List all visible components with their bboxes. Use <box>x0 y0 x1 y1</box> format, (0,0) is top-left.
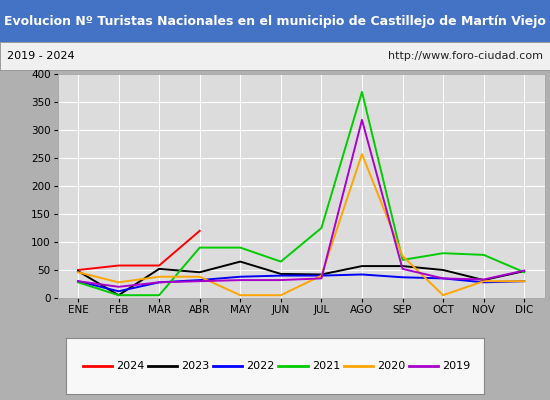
Text: 2019: 2019 <box>442 361 470 371</box>
Text: 2022: 2022 <box>246 361 275 371</box>
Text: 2021: 2021 <box>312 361 340 371</box>
Text: http://www.foro-ciudad.com: http://www.foro-ciudad.com <box>388 51 543 61</box>
Text: 2023: 2023 <box>182 361 210 371</box>
Text: 2020: 2020 <box>377 361 405 371</box>
Text: 2024: 2024 <box>116 361 145 371</box>
Text: 2019 - 2024: 2019 - 2024 <box>7 51 74 61</box>
Text: Evolucion Nº Turistas Nacionales en el municipio de Castillejo de Martín Viejo: Evolucion Nº Turistas Nacionales en el m… <box>4 14 546 28</box>
